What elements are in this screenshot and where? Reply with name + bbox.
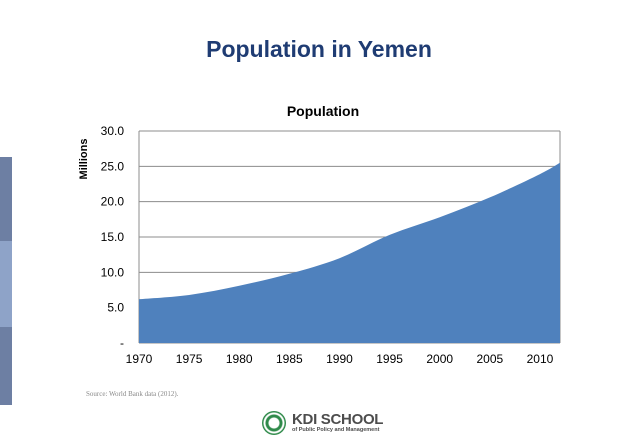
y-tick-labels: 30.0 25.0 20.0 15.0 10.0 5.0 - xyxy=(101,124,125,350)
y-axis-label: Millions xyxy=(78,139,90,180)
side-accent-bar-bottom xyxy=(0,327,12,405)
y-tick-label: 20.0 xyxy=(101,195,125,209)
logo-name: KDI SCHOOL xyxy=(292,411,384,429)
x-tick-label: 2000 xyxy=(426,352,453,366)
population-area xyxy=(139,162,560,343)
source-note: Source: World Bank data (2012). xyxy=(86,390,179,398)
x-tick-label: 1970 xyxy=(126,352,153,366)
slide-title: Population in Yemen xyxy=(206,36,432,62)
x-tick-label: 2010 xyxy=(527,352,554,366)
y-tick-label: 10.0 xyxy=(101,265,125,279)
x-tick-labels: 1970 1975 1980 1985 1990 1995 2000 2005 2010 xyxy=(126,352,554,366)
x-tick-label: 2005 xyxy=(476,352,503,366)
x-tick-label: 1995 xyxy=(376,352,403,366)
x-tick-label: 1975 xyxy=(176,352,203,366)
kdi-school-logo: KDI SCHOOL of Public Policy and Manageme… xyxy=(262,408,383,438)
y-tick-label: 30.0 xyxy=(101,124,125,138)
side-accent-bar-top xyxy=(0,157,12,241)
side-accent-bar-middle xyxy=(0,241,12,327)
y-tick-label: 25.0 xyxy=(101,159,125,173)
y-tick-label: 15.0 xyxy=(101,230,125,244)
population-area-chart: Population Millions 30.0 25.0 20.0 15.0 10.0… xyxy=(78,103,561,366)
chart-title: Population xyxy=(287,103,359,119)
y-tick-label: 5.0 xyxy=(107,301,124,315)
x-tick-label: 1980 xyxy=(226,352,253,366)
area-series xyxy=(139,162,560,343)
x-tick-label: 1990 xyxy=(326,352,353,366)
kdi-seal-icon xyxy=(262,411,286,435)
y-tick-label: - xyxy=(120,336,124,350)
logo-subtitle: of Public Policy and Management xyxy=(292,427,380,434)
logo-text: KDI SCHOOL of Public Policy and Manageme… xyxy=(292,412,383,434)
x-tick-label: 1985 xyxy=(276,352,303,366)
